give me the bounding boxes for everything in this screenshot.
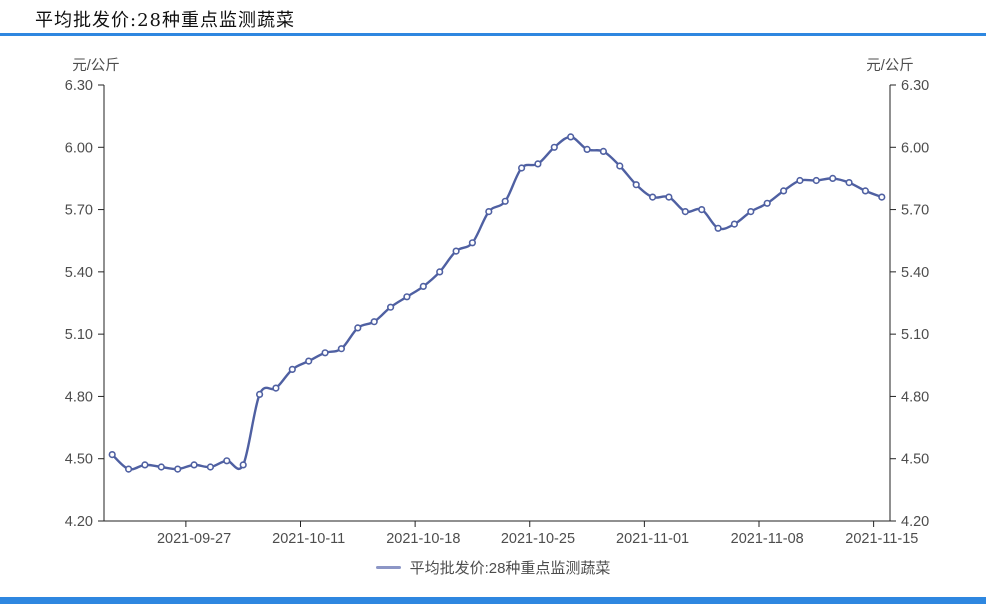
data-point-marker[interactable] xyxy=(550,143,558,151)
data-point-marker[interactable] xyxy=(370,318,378,326)
data-point-marker[interactable] xyxy=(190,461,198,469)
series-line xyxy=(111,135,883,471)
data-point-marker[interactable] xyxy=(583,145,591,153)
y-tick-label-left: 4.20 xyxy=(65,514,93,530)
y-tick-label-left: 6.00 xyxy=(65,140,93,156)
y-tick-label-left: 5.40 xyxy=(65,265,93,281)
legend-line-marker xyxy=(375,565,401,569)
data-point-marker[interactable] xyxy=(452,247,460,255)
data-point-marker[interactable] xyxy=(256,390,264,399)
data-point-marker[interactable] xyxy=(485,208,493,216)
y-tick-label-right: 5.10 xyxy=(901,327,929,343)
y-tick-label-right: 5.70 xyxy=(901,203,929,219)
data-point-marker[interactable] xyxy=(681,208,689,216)
data-point-marker[interactable] xyxy=(829,174,837,182)
y-tick-label-right: 6.30 xyxy=(901,78,929,94)
data-point-marker[interactable] xyxy=(779,187,788,195)
data-point-marker[interactable] xyxy=(305,357,313,365)
data-point-marker[interactable] xyxy=(878,193,886,201)
title-divider xyxy=(0,33,986,36)
y-tick-label-right: 4.50 xyxy=(901,452,929,468)
x-tick-label: 2021-10-18 xyxy=(386,531,460,547)
data-point-marker[interactable] xyxy=(468,239,477,247)
data-point-marker[interactable] xyxy=(239,461,247,469)
y-tick-label-left: 5.10 xyxy=(65,327,93,343)
data-point-marker[interactable] xyxy=(714,224,722,232)
data-point-marker[interactable] xyxy=(730,220,739,228)
y-tick-label-left: 6.30 xyxy=(65,78,93,94)
data-point-marker[interactable] xyxy=(321,349,329,357)
legend-label: 平均批发价:28种重点监测蔬菜 xyxy=(409,559,611,577)
data-point-marker[interactable] xyxy=(403,293,411,301)
data-point-marker[interactable] xyxy=(223,457,231,465)
x-tick-label: 2021-11-08 xyxy=(731,531,804,547)
x-tick-label: 2021-10-11 xyxy=(272,531,345,547)
y-tick-label-left: 4.80 xyxy=(65,389,93,405)
data-point-marker[interactable] xyxy=(861,187,870,195)
y-axis-unit-left: 元/公斤 xyxy=(72,57,120,74)
data-point-marker[interactable] xyxy=(206,463,214,471)
data-point-marker[interactable] xyxy=(567,133,575,141)
legend[interactable]: 平均批发价:28种重点监测蔬菜 xyxy=(0,556,986,578)
data-point-marker[interactable] xyxy=(108,451,116,459)
data-point-marker[interactable] xyxy=(125,465,133,473)
data-point-marker[interactable] xyxy=(698,206,706,214)
y-tick-label-right: 4.80 xyxy=(901,389,929,405)
data-point-marker[interactable] xyxy=(419,282,427,291)
page-title: 平均批发价:28种重点监测蔬菜 xyxy=(35,10,295,31)
data-point-marker[interactable] xyxy=(845,179,853,187)
x-tick-label: 2021-11-15 xyxy=(845,531,918,547)
x-tick-label: 2021-10-25 xyxy=(501,531,575,547)
data-point-marker[interactable] xyxy=(747,208,755,216)
y-tick-label-right: 5.40 xyxy=(901,265,929,281)
data-point-marker[interactable] xyxy=(157,463,165,471)
y-tick-label-left: 5.70 xyxy=(65,203,93,219)
data-point-marker[interactable] xyxy=(272,384,280,392)
data-point-marker[interactable] xyxy=(534,160,542,168)
data-point-marker[interactable] xyxy=(387,303,395,311)
data-point-marker[interactable] xyxy=(763,199,771,207)
data-point-marker[interactable] xyxy=(501,197,509,205)
y-tick-label-right: 6.00 xyxy=(901,140,929,156)
y-tick-label-right: 4.20 xyxy=(901,514,929,530)
data-point-marker[interactable] xyxy=(796,176,804,185)
y-tick-label-left: 4.50 xyxy=(65,452,93,468)
data-point-marker[interactable] xyxy=(436,268,444,276)
data-point-marker[interactable] xyxy=(812,176,820,185)
bottom-accent-bar xyxy=(0,597,986,604)
x-tick-label: 2021-09-27 xyxy=(157,531,231,547)
y-axis-unit-right: 元/公斤 xyxy=(866,57,914,74)
data-point-marker[interactable] xyxy=(648,193,657,201)
data-point-marker[interactable] xyxy=(354,324,362,332)
data-point-marker[interactable] xyxy=(632,181,640,189)
data-point-marker[interactable] xyxy=(599,147,608,155)
data-point-marker[interactable] xyxy=(517,164,526,172)
data-point-marker[interactable] xyxy=(174,465,182,473)
data-point-marker[interactable] xyxy=(665,193,673,201)
x-tick-label: 2021-11-01 xyxy=(616,531,689,547)
data-point-marker[interactable] xyxy=(337,345,346,353)
data-point-marker[interactable] xyxy=(141,461,149,469)
data-point-marker[interactable] xyxy=(288,365,296,374)
data-point-marker[interactable] xyxy=(616,162,624,170)
